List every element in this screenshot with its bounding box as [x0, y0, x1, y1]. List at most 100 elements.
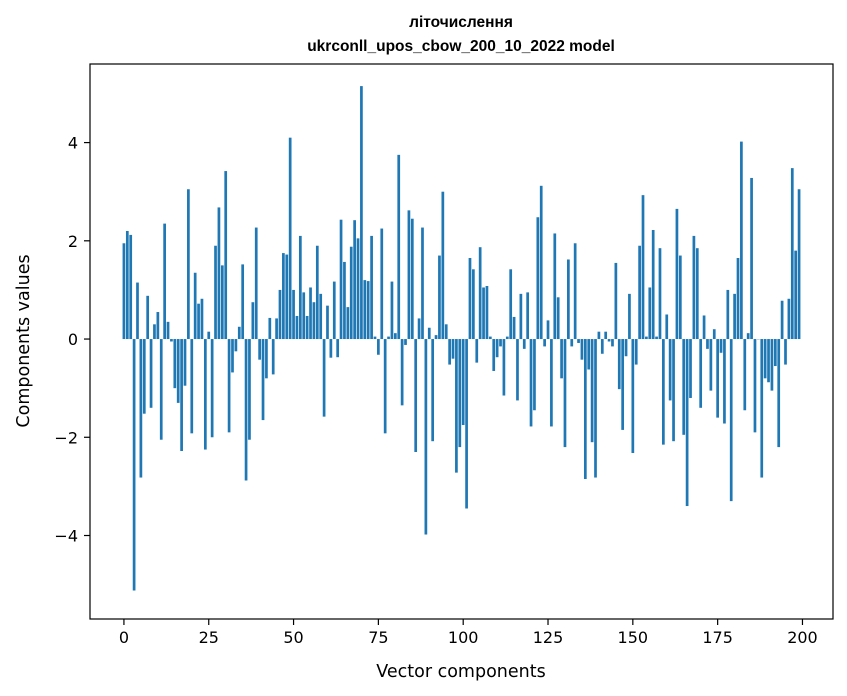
- bar: [726, 289, 730, 340]
- bar: [356, 238, 360, 340]
- bar: [261, 339, 265, 421]
- bar: [499, 339, 502, 347]
- y-tick-label: 4: [68, 134, 78, 153]
- bar: [224, 171, 228, 340]
- bar: [536, 217, 540, 340]
- bar: [343, 261, 346, 340]
- bar: [526, 292, 530, 340]
- bar: [336, 339, 340, 358]
- bar: [770, 339, 774, 391]
- bar: [380, 228, 384, 340]
- bar: [668, 339, 672, 401]
- bar: [163, 223, 166, 340]
- bar: [427, 327, 431, 340]
- bar: [736, 258, 740, 340]
- bar: [353, 220, 356, 340]
- bar: [492, 339, 496, 371]
- bar: [685, 339, 689, 507]
- bar: [156, 312, 160, 340]
- bar: [258, 339, 261, 360]
- x-tick-label: 25: [199, 628, 219, 647]
- bar: [278, 289, 282, 340]
- bar: [407, 210, 411, 340]
- bar: [604, 331, 608, 340]
- bar: [166, 321, 170, 340]
- bar: [495, 339, 499, 358]
- bar: [743, 339, 747, 411]
- bar: [234, 339, 238, 352]
- bar: [563, 339, 567, 448]
- plot-frame: [89, 63, 834, 620]
- bar: [282, 253, 285, 340]
- bar: [577, 339, 580, 343]
- bar: [580, 339, 584, 360]
- bar: [424, 339, 428, 535]
- bar: [159, 339, 163, 440]
- bar: [638, 245, 641, 340]
- bar: [404, 339, 407, 345]
- bar: [488, 336, 492, 340]
- bar: [298, 235, 302, 340]
- bar: [475, 339, 479, 363]
- x-tick-label: 0: [119, 628, 129, 647]
- x-tick-label: 50: [283, 628, 303, 647]
- bar: [129, 234, 133, 340]
- bar: [648, 287, 652, 340]
- bar: [478, 247, 482, 340]
- bar: [617, 339, 621, 390]
- bar: [543, 339, 546, 347]
- bar: [400, 339, 404, 406]
- bar: [319, 293, 323, 340]
- bar: [624, 339, 628, 357]
- y-tick-label: 2: [68, 232, 78, 251]
- bar: [570, 339, 574, 347]
- bar: [682, 339, 686, 435]
- bar: [587, 339, 591, 370]
- bar: [641, 195, 645, 340]
- bar: [533, 339, 536, 411]
- bar: [393, 333, 397, 340]
- bar: [780, 300, 784, 340]
- bar: [594, 339, 597, 478]
- bar: [607, 339, 611, 342]
- bar: [763, 339, 767, 379]
- bar: [397, 154, 401, 340]
- bar: [665, 314, 669, 340]
- bar: [760, 339, 764, 478]
- bar: [237, 326, 241, 340]
- bar: [180, 339, 183, 452]
- bar: [315, 245, 319, 340]
- bar: [689, 339, 692, 398]
- x-tick-label: 175: [702, 628, 733, 647]
- bar: [716, 339, 719, 418]
- bar: [702, 315, 706, 340]
- bar: [600, 339, 604, 354]
- y-tick-label: −4: [54, 527, 78, 546]
- bar: [431, 339, 435, 442]
- bar: [329, 339, 333, 358]
- bar: [366, 281, 370, 340]
- bar: [268, 317, 272, 340]
- bar: [387, 336, 390, 340]
- bar: [146, 295, 150, 340]
- bar: [794, 250, 798, 340]
- bar: [136, 282, 139, 340]
- bar: [512, 316, 516, 340]
- bar: [173, 339, 177, 389]
- bar: [458, 339, 462, 448]
- bar: [200, 298, 204, 340]
- y-axis-ticks: −4 −2 0 2 4: [54, 134, 90, 546]
- bar: [753, 339, 757, 433]
- bar: [750, 177, 753, 340]
- x-axis-label: Vector components: [376, 662, 545, 682]
- bar: [241, 264, 245, 340]
- bar: [451, 339, 455, 359]
- bar: [723, 339, 726, 424]
- bar: [719, 339, 723, 353]
- x-tick-label: 100: [448, 628, 479, 647]
- bar: [709, 339, 713, 391]
- bar: [468, 258, 472, 340]
- x-tick-label: 200: [787, 628, 818, 647]
- bar: [509, 269, 513, 340]
- bar: [651, 230, 655, 340]
